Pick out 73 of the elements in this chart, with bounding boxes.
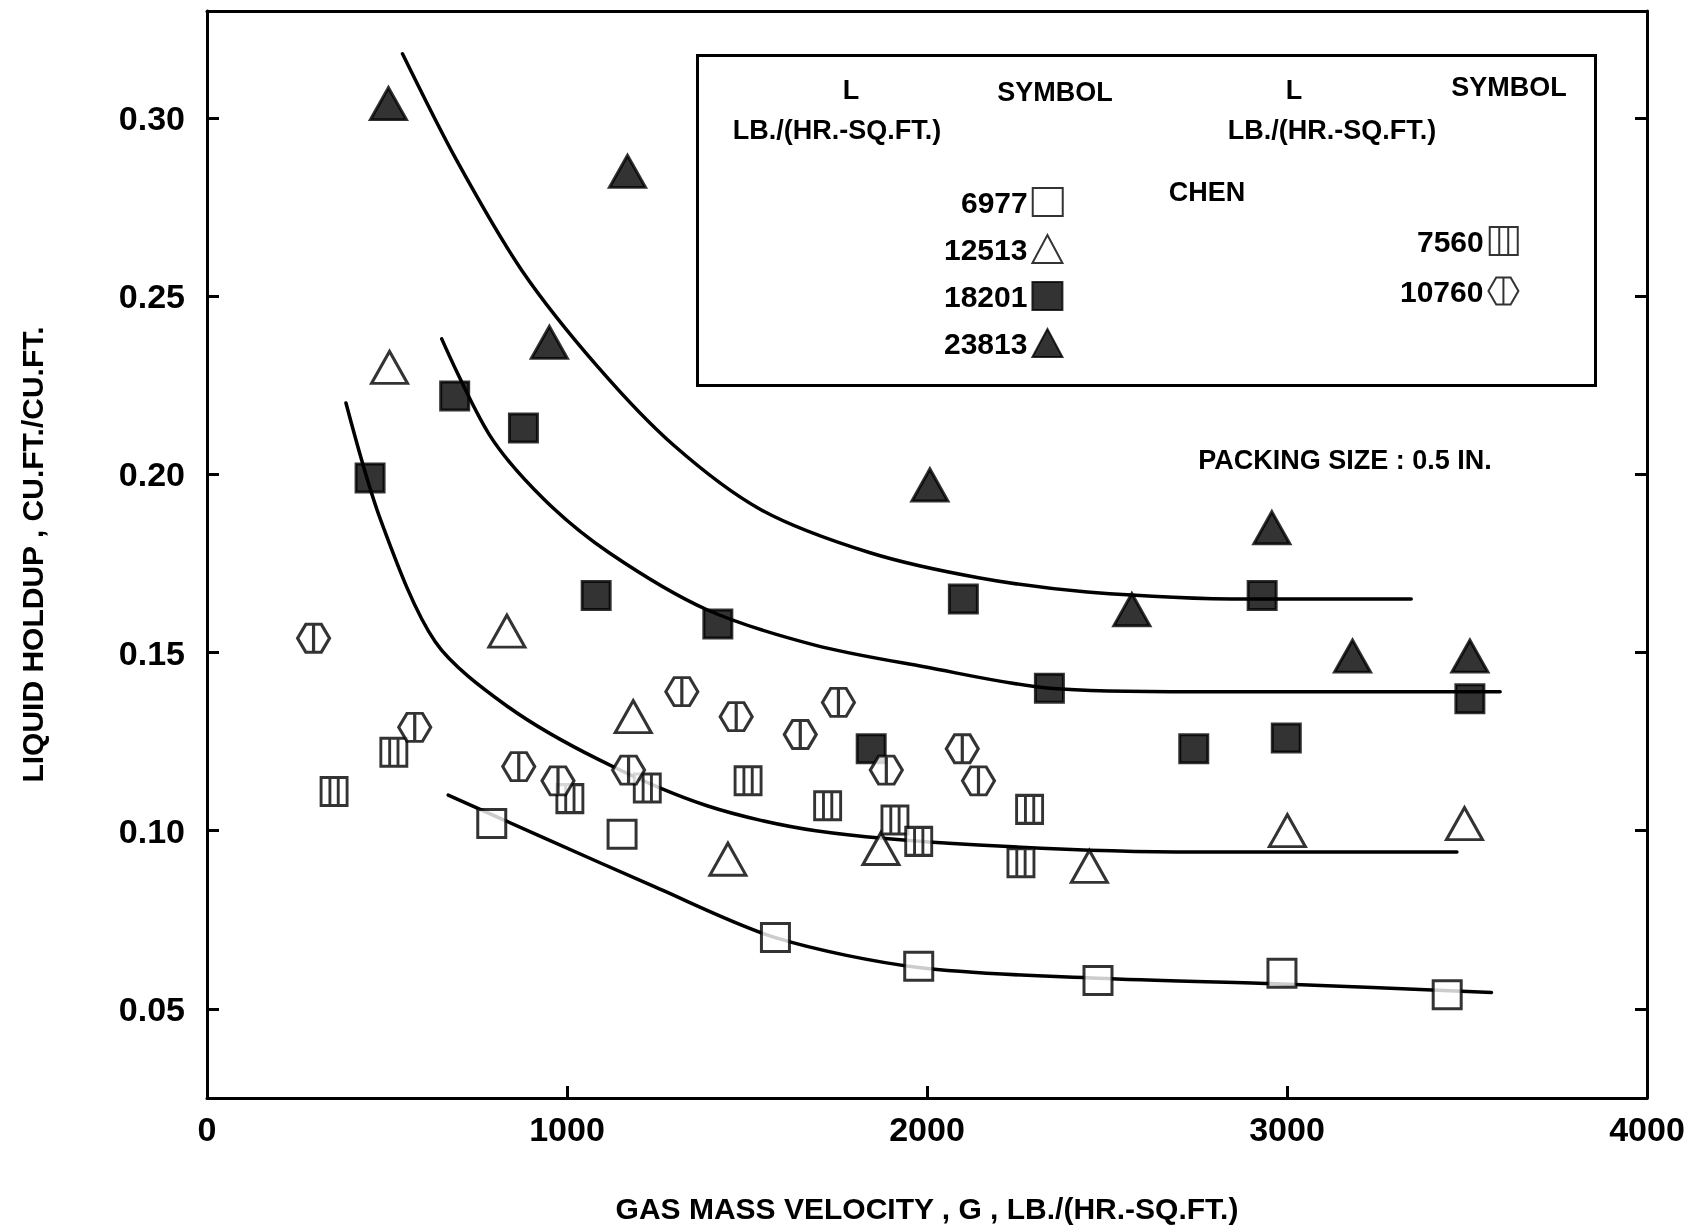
point xyxy=(439,380,471,412)
legend-label: 18201 xyxy=(943,279,1028,313)
y-tick-label: 0.25 xyxy=(118,277,185,316)
point xyxy=(1450,638,1490,674)
y-tick-label: 0.30 xyxy=(118,98,185,137)
point xyxy=(354,462,386,494)
x-axis-title: GAS MASS VELOCITY , G , LB./(HR.-SQ.FT.) xyxy=(615,1191,1239,1225)
point xyxy=(1270,722,1302,754)
point xyxy=(947,583,979,615)
annotation: L xyxy=(842,75,860,105)
point xyxy=(1069,848,1109,884)
legend-label: 12513 xyxy=(943,232,1028,266)
y-tick-label: 0.05 xyxy=(118,989,185,1028)
point xyxy=(397,711,433,743)
point xyxy=(607,153,647,189)
legend-label: 6977 xyxy=(960,185,1028,219)
point xyxy=(708,841,748,877)
y-axis-title: LIQUID HOLDUP , CU.FT./CU.FT. xyxy=(15,326,49,783)
y-tick-label: 0.15 xyxy=(118,633,185,672)
y-tick-label: 0.20 xyxy=(118,455,185,494)
x-tick-label: 2000 xyxy=(889,1110,965,1148)
point xyxy=(1082,964,1114,996)
point xyxy=(718,701,754,733)
point xyxy=(944,733,980,765)
point xyxy=(782,718,818,750)
point xyxy=(487,613,527,649)
point xyxy=(1431,979,1463,1011)
point xyxy=(1333,638,1373,674)
annotation: SYMBOL xyxy=(1451,72,1567,102)
point xyxy=(759,922,791,954)
point xyxy=(606,818,638,850)
legend-label: 7560 xyxy=(1416,224,1484,258)
point xyxy=(507,412,539,444)
point xyxy=(296,622,332,654)
annotation: PACKING SIZE : 0.5 IN. xyxy=(1198,445,1492,475)
point xyxy=(1454,683,1486,715)
point xyxy=(960,765,996,797)
point xyxy=(1112,592,1152,628)
point xyxy=(1266,957,1298,989)
point xyxy=(501,751,537,783)
point xyxy=(370,349,410,385)
annotation: CHEN xyxy=(1168,177,1246,207)
x-tick-label: 0 xyxy=(197,1110,217,1148)
point xyxy=(476,808,508,840)
annotation: L xyxy=(1285,75,1303,105)
point xyxy=(702,608,734,640)
point xyxy=(910,467,950,503)
annotation: SYMBOL xyxy=(997,77,1113,107)
point xyxy=(1246,579,1278,611)
x-tick-label: 3000 xyxy=(1249,1110,1325,1148)
legend-label: 23813 xyxy=(943,326,1028,360)
point xyxy=(1267,813,1307,849)
point xyxy=(540,765,576,797)
point xyxy=(1444,806,1484,842)
point xyxy=(868,754,904,786)
annotation: LB./(HR.-SQ.FT.) xyxy=(1227,115,1437,145)
point xyxy=(1178,733,1210,765)
point xyxy=(820,686,856,718)
point xyxy=(613,699,653,735)
point xyxy=(611,754,647,786)
point xyxy=(903,950,935,982)
point xyxy=(368,86,408,122)
annotation: LB./(HR.-SQ.FT.) xyxy=(732,115,942,145)
point xyxy=(1033,672,1065,704)
point xyxy=(580,579,612,611)
legend-label: 10760 xyxy=(1399,274,1484,308)
x-tick-label: 4000 xyxy=(1609,1110,1685,1148)
point xyxy=(529,324,569,360)
point xyxy=(1252,510,1292,546)
point xyxy=(861,831,901,867)
y-tick-label: 0.10 xyxy=(118,811,185,850)
x-tick-label: 1000 xyxy=(529,1110,605,1148)
point xyxy=(664,676,700,708)
